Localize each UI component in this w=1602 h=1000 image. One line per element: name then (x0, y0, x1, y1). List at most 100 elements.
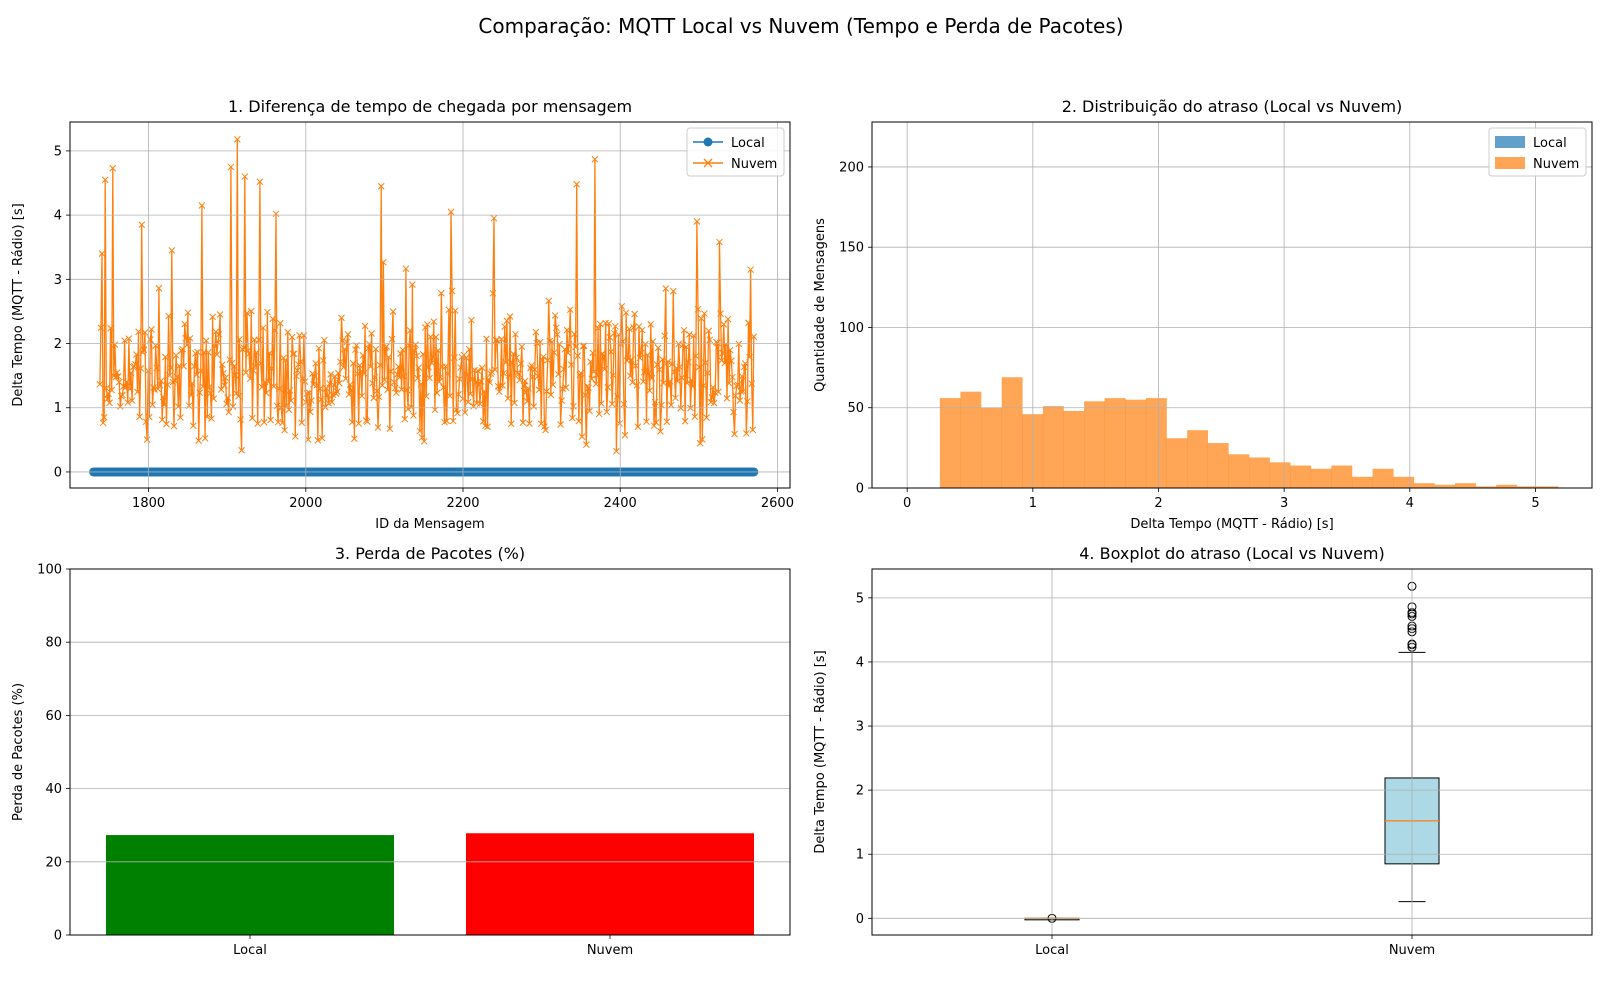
data-point-nuvem (709, 383, 717, 391)
x-tick-label: Nuvem (1389, 943, 1435, 958)
y-tick-label: 20 (45, 855, 62, 870)
data-point-nuvem (486, 379, 494, 386)
y-tick-label: 40 (45, 782, 62, 797)
data-point-nuvem (392, 389, 400, 397)
data-point-nuvem (684, 358, 692, 366)
data-point-nuvem (660, 379, 667, 387)
data-point-nuvem (462, 354, 470, 362)
data-point-nuvem (240, 344, 248, 351)
data-point-nuvem (745, 319, 752, 327)
data-point-nuvem (202, 337, 210, 345)
legend-swatch (1495, 136, 1525, 148)
data-point-nuvem (456, 375, 463, 383)
data-point-nuvem (256, 178, 264, 186)
data-point-nuvem (436, 373, 444, 381)
y-tick-label: 5 (54, 144, 62, 159)
data-point-nuvem (654, 344, 662, 352)
data-point-nuvem (565, 341, 573, 349)
data-point-nuvem (614, 392, 621, 400)
data-point-nuvem (388, 335, 396, 343)
data-point-nuvem (566, 306, 574, 313)
data-point-nuvem (440, 384, 447, 391)
data-point-nuvem (574, 352, 582, 360)
histogram-bar-nuvem (1001, 377, 1023, 488)
data-point-nuvem (550, 349, 558, 356)
data-point-nuvem (747, 266, 754, 274)
data-point-nuvem (426, 374, 433, 382)
data-point-nuvem (236, 335, 243, 343)
data-point-nuvem (472, 379, 480, 386)
data-point-nuvem (341, 345, 349, 353)
data-point-nuvem (653, 361, 661, 369)
data-point-nuvem (478, 364, 486, 372)
data-point-nuvem (695, 363, 703, 371)
plot-area (1024, 581, 1440, 923)
data-point-nuvem (444, 370, 452, 378)
data-point-nuvem (605, 320, 613, 327)
data-point-nuvem (516, 376, 524, 384)
data-point-nuvem (279, 419, 286, 427)
data-point-nuvem (696, 439, 704, 447)
histogram-bar-nuvem (1331, 465, 1353, 488)
data-point-nuvem (630, 324, 637, 331)
histogram-bar-nuvem (1352, 476, 1373, 488)
data-point-nuvem (427, 333, 434, 341)
data-point-nuvem (420, 437, 428, 445)
data-point-nuvem (210, 395, 218, 403)
data-point-nuvem (135, 328, 142, 336)
bar-nuvem (466, 833, 754, 935)
legend-label: Local (1533, 136, 1567, 151)
axes-frame (871, 568, 1593, 936)
data-point-nuvem (125, 335, 133, 343)
data-point-nuvem (585, 384, 592, 392)
data-point-nuvem (683, 379, 691, 387)
data-point-nuvem (108, 386, 116, 394)
data-point-nuvem (289, 350, 297, 358)
data-point-nuvem (719, 349, 727, 357)
x-tick-label: 2600 (761, 496, 794, 511)
plot-area (106, 833, 754, 935)
data-point-nuvem (744, 397, 751, 405)
data-point-nuvem (488, 368, 496, 376)
data-point-nuvem (208, 415, 215, 422)
data-point-nuvem (220, 370, 227, 377)
data-point-nuvem (586, 407, 593, 415)
legend-label: Local (731, 136, 765, 151)
histogram-bar-nuvem (1475, 486, 1497, 488)
data-point-nuvem (107, 324, 114, 332)
y-tick-label: 5 (856, 591, 864, 606)
data-point-nuvem (522, 388, 530, 396)
data-point-nuvem (746, 353, 753, 361)
histogram-bar-nuvem (1166, 438, 1188, 488)
data-point-nuvem (188, 380, 196, 387)
data-point-nuvem (652, 419, 660, 426)
y-tick-label: 2 (54, 337, 62, 352)
data-point-nuvem (98, 250, 106, 257)
data-point-nuvem (102, 384, 110, 392)
data-point-nuvem (713, 339, 721, 347)
histogram-bar-nuvem (1084, 401, 1106, 488)
data-point-nuvem (532, 328, 540, 336)
data-point-nuvem (730, 408, 737, 416)
plot-area (939, 377, 1559, 488)
data-point-nuvem (213, 351, 221, 358)
legend-label: Nuvem (1533, 157, 1579, 172)
data-point-nuvem (518, 343, 526, 350)
data-point-nuvem (134, 388, 141, 396)
data-point-nuvem (114, 372, 122, 380)
data-point-nuvem (356, 362, 364, 369)
data-point-nuvem (410, 412, 417, 419)
data-point-nuvem (168, 247, 176, 254)
data-point-nuvem (651, 398, 659, 406)
data-point-nuvem (269, 315, 277, 323)
data-point-nuvem (502, 359, 510, 366)
data-point-nuvem (603, 408, 611, 416)
data-point-nuvem (184, 309, 192, 317)
data-point-nuvem (157, 377, 165, 385)
axes-frame (69, 121, 791, 489)
data-point-nuvem (268, 365, 276, 372)
histogram-bar-nuvem (1125, 399, 1147, 488)
data-point-nuvem (536, 338, 544, 346)
data-point-nuvem (224, 394, 232, 402)
data-point-nuvem (149, 401, 156, 409)
